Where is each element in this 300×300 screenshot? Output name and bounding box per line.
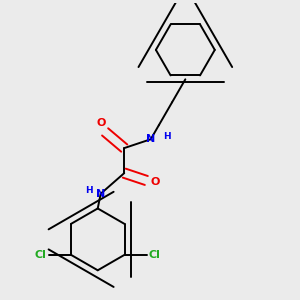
Text: Cl: Cl [149, 250, 161, 260]
Text: O: O [97, 118, 106, 128]
Text: O: O [150, 177, 160, 187]
Text: N: N [146, 134, 155, 144]
Text: N: N [96, 189, 105, 199]
Text: Cl: Cl [34, 250, 46, 260]
Text: H: H [163, 132, 171, 141]
Text: H: H [85, 186, 92, 195]
